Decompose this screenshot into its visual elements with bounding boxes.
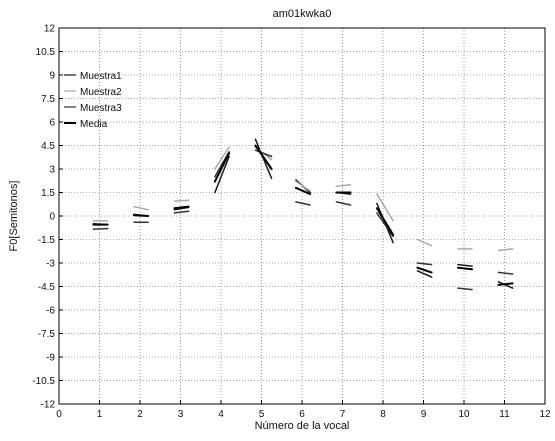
- series-segment: [254, 144, 273, 170]
- y-tick-label: -9: [46, 353, 55, 364]
- y-tick-label: 4.5: [41, 141, 55, 152]
- series-segment: [213, 152, 231, 183]
- x-tick-label: 6: [299, 409, 305, 420]
- y-tick-label: -6: [46, 306, 55, 317]
- x-tick-label: 10: [458, 409, 470, 420]
- legend-entry: Muestra1: [64, 71, 122, 82]
- x-tick-label: 0: [56, 409, 62, 420]
- series-segment: [457, 263, 473, 267]
- x-axis-label: Número de la vocal: [255, 420, 350, 432]
- legend-label: Muestra3: [80, 103, 122, 114]
- series-segment: [416, 262, 433, 266]
- x-tick-label: 12: [539, 409, 551, 420]
- x-tick-label: 9: [421, 409, 427, 420]
- series-layer: [92, 138, 514, 291]
- y-tick-label: 3: [49, 165, 55, 176]
- series-segment: [254, 149, 273, 158]
- series-segment: [416, 238, 433, 247]
- legend-entry: Muestra2: [64, 87, 122, 98]
- series-segment: [497, 248, 514, 252]
- y-tick-label: 12: [44, 24, 56, 35]
- series-segment: [457, 287, 473, 291]
- y-tick-label: 9: [49, 71, 55, 82]
- series-segment: [416, 270, 433, 278]
- series-segment: [497, 282, 514, 286]
- series-segment: [376, 193, 394, 222]
- y-tick-label: -7.5: [38, 329, 56, 340]
- series-segment: [497, 271, 514, 275]
- series-segment: [416, 266, 433, 274]
- axis-ticks: 0 1 2 3 4 5 6 7 8 9 10 11 121210.597.564.531.50-1.5-…: [32, 24, 551, 421]
- series-segment: [376, 212, 394, 238]
- series-segment: [214, 155, 230, 194]
- x-tick-label: 1: [97, 409, 103, 420]
- y-tick-label: -1.5: [38, 235, 56, 246]
- legend: Muestra1 Muestra2 Muestra3 Media: [64, 71, 122, 130]
- x-tick-label: 2: [137, 409, 143, 420]
- series-segment: [173, 199, 190, 202]
- series-segment: [295, 180, 311, 192]
- series-muestra3: [92, 149, 514, 291]
- x-tick-label: 3: [178, 409, 184, 420]
- chart-title: am01kwka0: [273, 8, 332, 20]
- x-tick-label: 5: [259, 409, 265, 420]
- series-segment: [133, 205, 149, 211]
- y-tick-label: 10.5: [36, 47, 56, 58]
- series-segment: [173, 205, 190, 210]
- series-media: [92, 144, 514, 286]
- y-tick-label: -12: [41, 400, 56, 411]
- legend-label: Media: [80, 119, 108, 130]
- series-segment: [335, 201, 352, 206]
- legend-entry: Media: [64, 119, 108, 130]
- legend-entry: Muestra3: [64, 103, 122, 114]
- y-tick-label: 7.5: [41, 94, 55, 105]
- series-segment: [456, 266, 474, 271]
- series-segment: [92, 227, 109, 231]
- x-tick-label: 8: [380, 409, 386, 420]
- y-tick-label: -10.5: [32, 376, 55, 387]
- legend-label: Muestra2: [80, 87, 122, 98]
- legend-label: Muestra1: [80, 71, 122, 82]
- series-segment: [173, 210, 190, 214]
- x-tick-label: 11: [499, 409, 510, 420]
- series-segment: [295, 201, 311, 206]
- y-tick-label: 0: [49, 212, 55, 223]
- y-tick-label: 6: [49, 118, 55, 129]
- series-segment: [375, 207, 395, 236]
- series-segment: [335, 183, 352, 187]
- x-tick-label: 7: [340, 409, 346, 420]
- y-tick-label: 1.5: [41, 188, 55, 199]
- series-segment: [294, 186, 312, 196]
- y-tick-label: -4.5: [38, 282, 56, 293]
- x-tick-label: 4: [218, 409, 224, 420]
- series-segment: [132, 214, 150, 217]
- y-axis-label: F0[Semitonos]: [8, 181, 20, 252]
- series-segment: [214, 146, 230, 170]
- y-tick-label: -3: [46, 259, 55, 270]
